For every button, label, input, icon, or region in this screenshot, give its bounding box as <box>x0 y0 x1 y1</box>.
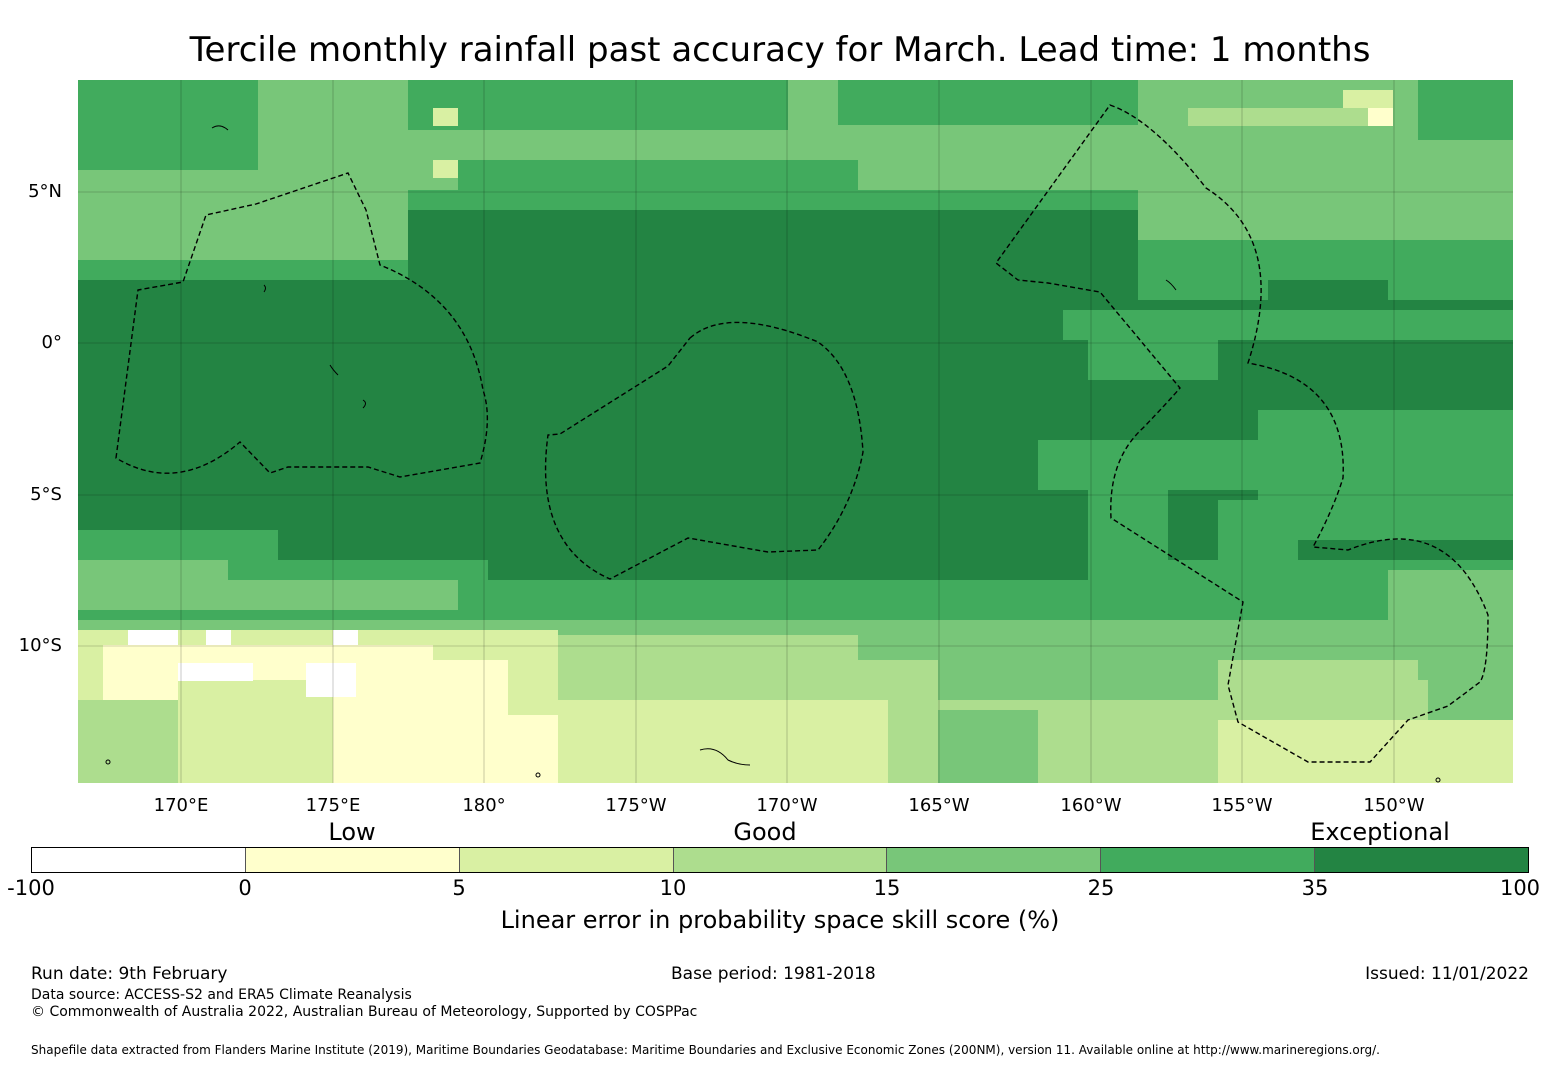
skill-patch <box>1343 90 1393 108</box>
lat-label: 5°S <box>30 484 62 505</box>
colorbar-segment <box>887 848 1102 872</box>
chart-title: Tercile monthly rainfall past accuracy f… <box>189 30 1371 70</box>
issued-date: Issued: 11/01/2022 <box>1365 964 1529 984</box>
skill-patch <box>558 700 888 783</box>
skill-patch <box>1258 680 1428 720</box>
colorbar-segment <box>1315 848 1529 872</box>
skill-patch <box>488 550 1088 580</box>
skill-patch <box>838 80 1138 125</box>
graticule <box>78 80 1513 783</box>
colorbar-tick: 35 <box>1301 876 1329 900</box>
skill-patch <box>888 720 1218 783</box>
skill-patch <box>1088 340 1218 380</box>
eez-boundaries <box>115 104 1489 763</box>
skill-patch <box>78 280 1513 310</box>
skill-patch <box>433 108 458 126</box>
colorbar-segment <box>32 848 246 872</box>
colorbar-tick: 10 <box>659 876 687 900</box>
colorbar-tick: -100 <box>7 876 55 900</box>
lon-label: 150°W <box>1363 795 1425 816</box>
skill-patch <box>1063 310 1513 340</box>
islands <box>105 125 1441 783</box>
skill-patch <box>408 210 1138 280</box>
skill-patch <box>78 190 408 260</box>
skill-patch <box>178 680 333 783</box>
colorbar-category-low: Low <box>328 818 376 846</box>
colorbar-segment <box>459 848 674 872</box>
lon-label: 175°E <box>305 795 361 816</box>
lon-label: 165°W <box>908 795 970 816</box>
skill-patch <box>1038 440 1258 490</box>
skill-patch <box>78 580 458 610</box>
run-date: Run date: 9th February <box>31 964 228 984</box>
colorbar-tick: 15 <box>873 876 901 900</box>
skill-patch <box>1218 720 1513 783</box>
skill-patch <box>1258 410 1513 540</box>
skill-patch <box>78 700 178 783</box>
skill-patch <box>1218 500 1298 560</box>
map-canvas <box>78 80 1513 783</box>
skill-patch <box>78 80 258 170</box>
skill-patch <box>408 80 788 130</box>
skill-patch-negative <box>333 630 358 645</box>
copyright: © Commonwealth of Australia 2022, Austra… <box>31 1004 698 1020</box>
skill-patch <box>1418 80 1513 140</box>
colorbar-segment <box>245 848 460 872</box>
lon-label: 170°W <box>756 795 818 816</box>
skill-patch <box>1368 108 1393 126</box>
colorbar-tick: 5 <box>452 876 466 900</box>
base-period: Base period: 1981-2018 <box>671 964 876 984</box>
skill-patch <box>938 710 1038 783</box>
skill-patch <box>558 635 858 660</box>
lon-label: 175°W <box>605 795 667 816</box>
colorbar-tick: 100 <box>1499 876 1541 900</box>
skill-patch-negative <box>206 630 231 645</box>
skill-patch <box>1188 108 1388 126</box>
lon-label: 155°W <box>1211 795 1273 816</box>
colorbar <box>31 847 1529 873</box>
colorbar-tick: 25 <box>1087 876 1115 900</box>
colorbar-segment <box>673 848 888 872</box>
skill-patch <box>1138 260 1268 300</box>
colorbar-label: Linear error in probability space skill … <box>500 906 1060 934</box>
lon-label: 160°W <box>1060 795 1122 816</box>
lat-label: 5°N <box>28 181 62 202</box>
skill-patch <box>1088 490 1168 570</box>
data-source: Data source: ACCESS-S2 and ERA5 Climate … <box>31 987 412 1003</box>
skill-patch <box>938 660 1218 700</box>
skill-patch <box>1388 260 1513 300</box>
colorbar-category-exceptional: Exceptional <box>1310 818 1450 846</box>
colorbar-segment <box>1101 848 1316 872</box>
skill-patch-negative <box>306 663 356 697</box>
lon-label: 170°E <box>153 795 209 816</box>
skill-patch-negative <box>178 663 253 681</box>
colorbar-tick: 0 <box>238 876 252 900</box>
skill-patch <box>1138 190 1513 240</box>
skill-patch <box>1388 580 1513 620</box>
shapefile-credit: Shapefile data extracted from Flanders M… <box>31 1043 1380 1057</box>
skill-patch <box>458 160 858 190</box>
lon-label: 180° <box>462 795 506 816</box>
skill-patch-negative <box>128 630 178 645</box>
lat-label: 10°S <box>18 635 62 656</box>
lat-label: 0° <box>41 332 62 353</box>
skill-patch <box>433 160 458 178</box>
skill-patch <box>433 660 508 715</box>
colorbar-category-good: Good <box>733 818 797 846</box>
skill-score-map <box>78 80 1513 783</box>
